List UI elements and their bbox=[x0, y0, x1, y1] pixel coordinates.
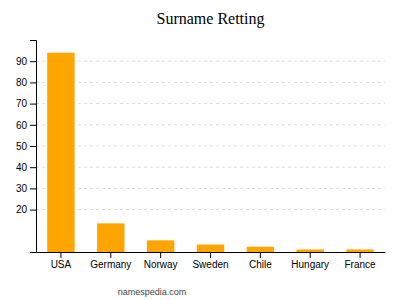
grid-line bbox=[36, 146, 385, 147]
grid-line bbox=[36, 188, 385, 189]
chart-svg: 20 30 40 50 60 70 80 90 USA Germany Norway Sweden Ch… bbox=[0, 0, 400, 300]
bar bbox=[147, 240, 174, 252]
x-tick: Norway bbox=[144, 252, 178, 270]
y-tick: 70 bbox=[16, 98, 36, 109]
y-tick-label: 30 bbox=[16, 183, 28, 194]
y-tick: 20 bbox=[16, 204, 36, 215]
y-tick-label: 90 bbox=[16, 56, 28, 67]
x-tick-mark bbox=[110, 252, 111, 258]
y-tick-label: 80 bbox=[16, 77, 28, 88]
y-tick-mark bbox=[30, 188, 36, 189]
x-tick-label: Chile bbox=[249, 259, 272, 270]
bar bbox=[346, 249, 373, 252]
y-tick: 30 bbox=[16, 183, 36, 194]
x-tick-mark bbox=[210, 252, 211, 258]
grid-line bbox=[36, 61, 385, 62]
y-tick-label: 60 bbox=[16, 120, 28, 131]
annotation: namespedia.com bbox=[118, 287, 187, 297]
x-tick: France bbox=[345, 252, 377, 270]
x-tick-label: Norway bbox=[144, 259, 178, 270]
y-tick-mark bbox=[30, 167, 36, 168]
grid-line bbox=[36, 103, 385, 104]
grid bbox=[36, 61, 385, 209]
x-tick-mark bbox=[160, 252, 161, 258]
y-tick-mark bbox=[30, 104, 36, 105]
y-tick-label: 40 bbox=[16, 162, 28, 173]
bar bbox=[197, 245, 224, 252]
y-tick-mark bbox=[30, 210, 36, 211]
x-tick: Chile bbox=[249, 252, 272, 270]
x-tick-mark bbox=[260, 252, 261, 258]
x-tick: USA bbox=[51, 252, 72, 270]
x-tick-label: USA bbox=[51, 259, 72, 270]
y-tick: 80 bbox=[16, 77, 36, 88]
x-tick-label: Germany bbox=[90, 259, 131, 270]
y-tick: 50 bbox=[16, 141, 36, 152]
x-tick-label: France bbox=[345, 259, 377, 270]
y-axis-line bbox=[30, 41, 37, 253]
x-tick-mark bbox=[310, 252, 311, 258]
grid-line bbox=[36, 82, 385, 83]
bar bbox=[47, 53, 74, 252]
bar bbox=[297, 249, 324, 252]
y-tick-label: 70 bbox=[16, 98, 28, 109]
y-tick-mark bbox=[30, 146, 36, 147]
grid-line bbox=[36, 209, 385, 210]
y-axis: 20 30 40 50 60 70 80 90 bbox=[16, 41, 37, 253]
y-tick-mark bbox=[30, 82, 36, 83]
plot-area: 20 30 40 50 60 70 80 90 USA Germany Norway Sweden Ch… bbox=[16, 41, 386, 271]
title: Surname Retting bbox=[157, 10, 265, 28]
grid-line bbox=[36, 167, 385, 168]
y-tick: 40 bbox=[16, 162, 36, 173]
x-tick: Hungary bbox=[291, 252, 329, 270]
x-tick-mark bbox=[360, 252, 361, 258]
y-tick-mark bbox=[30, 125, 36, 126]
grid-line bbox=[36, 124, 385, 125]
y-tick-label: 50 bbox=[16, 141, 28, 152]
x-tick-label: Sweden bbox=[192, 259, 228, 270]
x-tick: Sweden bbox=[192, 252, 228, 270]
y-tick-mark bbox=[30, 61, 36, 62]
y-tick: 90 bbox=[16, 56, 36, 67]
bar bbox=[247, 247, 274, 252]
y-tick: 60 bbox=[16, 120, 36, 131]
chart-container: 20 30 40 50 60 70 80 90 USA Germany Norway Sweden Ch… bbox=[0, 0, 400, 300]
bar bbox=[97, 223, 124, 252]
x-tick-label: Hungary bbox=[291, 259, 329, 270]
x-axis: USA Germany Norway Sweden Chile Hungary France bbox=[37, 252, 386, 270]
x-tick-mark bbox=[60, 252, 61, 258]
y-tick-label: 20 bbox=[16, 204, 28, 215]
bars bbox=[47, 53, 374, 252]
x-tick: Germany bbox=[90, 252, 131, 270]
